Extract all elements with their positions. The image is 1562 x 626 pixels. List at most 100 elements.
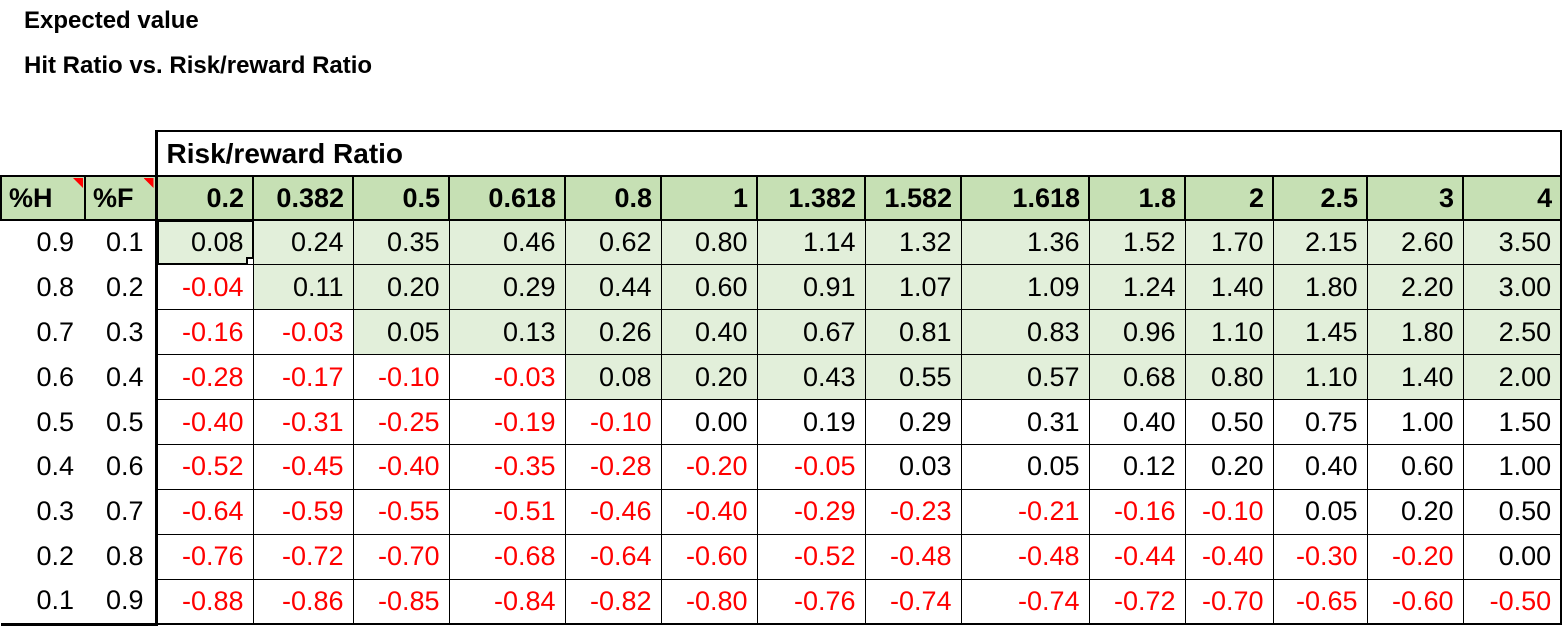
value-cell[interactable]: -0.76: [154, 533, 254, 580]
value-cell[interactable]: -0.84: [448, 578, 566, 626]
value-cell[interactable]: 0.00: [660, 399, 758, 445]
value-cell[interactable]: 0.81: [864, 309, 962, 356]
value-cell[interactable]: -0.03: [252, 309, 354, 356]
value-cell[interactable]: -0.31: [252, 399, 354, 445]
value-cell[interactable]: 0.12: [1088, 443, 1186, 490]
value-cell[interactable]: -0.64: [564, 533, 662, 580]
value-cell[interactable]: -0.68: [448, 533, 566, 580]
fail-ratio-cell[interactable]: 0.2: [85, 264, 156, 310]
value-cell[interactable]: 0.40: [1088, 399, 1186, 445]
hit-ratio-cell[interactable]: 0.1: [1, 579, 85, 626]
col-header-1.8[interactable]: 1.8: [1088, 175, 1186, 221]
col-header-2[interactable]: 2: [1184, 175, 1274, 221]
value-cell[interactable]: -0.35: [448, 443, 566, 490]
hit-ratio-cell[interactable]: 0.7: [1, 309, 85, 355]
hit-ratio-column-header[interactable]: %H: [0, 175, 86, 221]
col-header-1.582[interactable]: 1.582: [864, 175, 962, 221]
value-cell[interactable]: 1.50: [1462, 399, 1562, 445]
value-cell[interactable]: 0.96: [1088, 309, 1186, 356]
col-header-1[interactable]: 1: [660, 175, 758, 221]
value-cell[interactable]: 1.80: [1272, 264, 1368, 311]
value-cell[interactable]: -0.10: [564, 399, 662, 445]
value-cell[interactable]: 3.00: [1462, 264, 1562, 311]
value-cell[interactable]: -0.76: [756, 578, 866, 626]
value-cell[interactable]: 0.62: [564, 219, 662, 266]
value-cell[interactable]: -0.40: [660, 488, 758, 535]
fail-ratio-cell[interactable]: 0.9: [85, 579, 156, 626]
value-cell[interactable]: 1.00: [1366, 399, 1464, 445]
value-cell[interactable]: -0.60: [660, 533, 758, 580]
hit-ratio-cell[interactable]: 0.6: [1, 354, 85, 400]
value-cell[interactable]: 1.24: [1088, 264, 1186, 311]
value-cell[interactable]: -0.10: [352, 354, 450, 401]
value-cell[interactable]: 0.29: [448, 264, 566, 311]
value-cell[interactable]: -0.10: [1184, 488, 1274, 535]
value-cell[interactable]: -0.74: [960, 578, 1090, 626]
value-cell[interactable]: 1.14: [756, 219, 866, 266]
value-cell[interactable]: -0.55: [352, 488, 450, 535]
value-cell[interactable]: 0.46: [448, 219, 566, 266]
value-cell[interactable]: 0.20: [1366, 488, 1464, 535]
value-cell[interactable]: 0.03: [864, 443, 962, 490]
col-header-3[interactable]: 3: [1366, 175, 1464, 221]
value-cell[interactable]: 0.60: [1366, 443, 1464, 490]
value-cell[interactable]: -0.82: [564, 578, 662, 626]
value-cell[interactable]: 1.10: [1272, 354, 1368, 401]
value-cell[interactable]: 0.20: [660, 354, 758, 401]
value-cell[interactable]: 0.44: [564, 264, 662, 311]
value-cell[interactable]: 0.08: [564, 354, 662, 401]
hit-ratio-cell[interactable]: 0.2: [1, 534, 85, 580]
value-cell[interactable]: 1.52: [1088, 219, 1186, 266]
value-cell[interactable]: -0.48: [960, 533, 1090, 580]
value-cell[interactable]: 0.40: [1272, 443, 1368, 490]
hit-ratio-cell[interactable]: 0.4: [1, 444, 85, 490]
value-cell[interactable]: 2.15: [1272, 219, 1368, 266]
value-cell[interactable]: -0.25: [352, 399, 450, 445]
hit-ratio-cell[interactable]: 0.3: [1, 489, 85, 535]
value-cell[interactable]: 2.50: [1462, 309, 1562, 356]
value-cell[interactable]: 0.60: [660, 264, 758, 311]
value-cell[interactable]: -0.16: [1088, 488, 1186, 535]
fail-ratio-cell[interactable]: 0.6: [85, 444, 156, 490]
value-cell[interactable]: 1.36: [960, 219, 1090, 266]
value-cell[interactable]: 0.55: [864, 354, 962, 401]
col-header-4[interactable]: 4: [1461, 175, 1562, 221]
value-cell[interactable]: 0.43: [756, 354, 866, 401]
value-cell[interactable]: 2.00: [1462, 354, 1562, 401]
value-cell[interactable]: 0.19: [756, 399, 866, 445]
value-cell[interactable]: -0.21: [960, 488, 1090, 535]
value-cell[interactable]: 1.00: [1462, 443, 1562, 490]
value-cell[interactable]: -0.85: [352, 578, 450, 626]
fail-ratio-cell[interactable]: 0.7: [85, 489, 156, 535]
value-cell[interactable]: 1.10: [1184, 309, 1274, 356]
value-cell[interactable]: -0.05: [756, 443, 866, 490]
value-cell[interactable]: -0.29: [756, 488, 866, 535]
value-cell[interactable]: 1.45: [1272, 309, 1368, 356]
value-cell[interactable]: 0.26: [564, 309, 662, 356]
col-header-0.382[interactable]: 0.382: [252, 175, 354, 221]
value-cell[interactable]: 3.50: [1462, 219, 1562, 266]
value-cell[interactable]: 0.31: [960, 399, 1090, 445]
value-cell[interactable]: 0.05: [960, 443, 1090, 490]
value-cell[interactable]: -0.60: [1366, 578, 1464, 626]
value-cell[interactable]: -0.46: [564, 488, 662, 535]
value-cell[interactable]: -0.86: [252, 578, 354, 626]
value-cell[interactable]: -0.88: [154, 578, 254, 626]
value-cell[interactable]: 1.32: [864, 219, 962, 266]
value-cell[interactable]: 0.68: [1088, 354, 1186, 401]
value-cell[interactable]: -0.50: [1462, 578, 1562, 626]
value-cell[interactable]: -0.72: [1088, 578, 1186, 626]
value-cell[interactable]: -0.04: [154, 264, 254, 311]
col-header-0.5[interactable]: 0.5: [352, 175, 450, 221]
value-cell[interactable]: -0.40: [1184, 533, 1274, 580]
value-cell[interactable]: 0.80: [1184, 354, 1274, 401]
value-cell[interactable]: -0.28: [564, 443, 662, 490]
value-cell[interactable]: -0.65: [1272, 578, 1368, 626]
col-header-0.2[interactable]: 0.2: [154, 175, 254, 221]
risk-reward-group-header[interactable]: Risk/reward Ratio: [154, 130, 1562, 176]
value-cell[interactable]: 1.07: [864, 264, 962, 311]
value-cell[interactable]: 0.24: [252, 219, 354, 266]
value-cell[interactable]: 0.13: [448, 309, 566, 356]
value-cell[interactable]: 1.80: [1366, 309, 1464, 356]
value-cell[interactable]: 0.00: [1462, 533, 1562, 580]
